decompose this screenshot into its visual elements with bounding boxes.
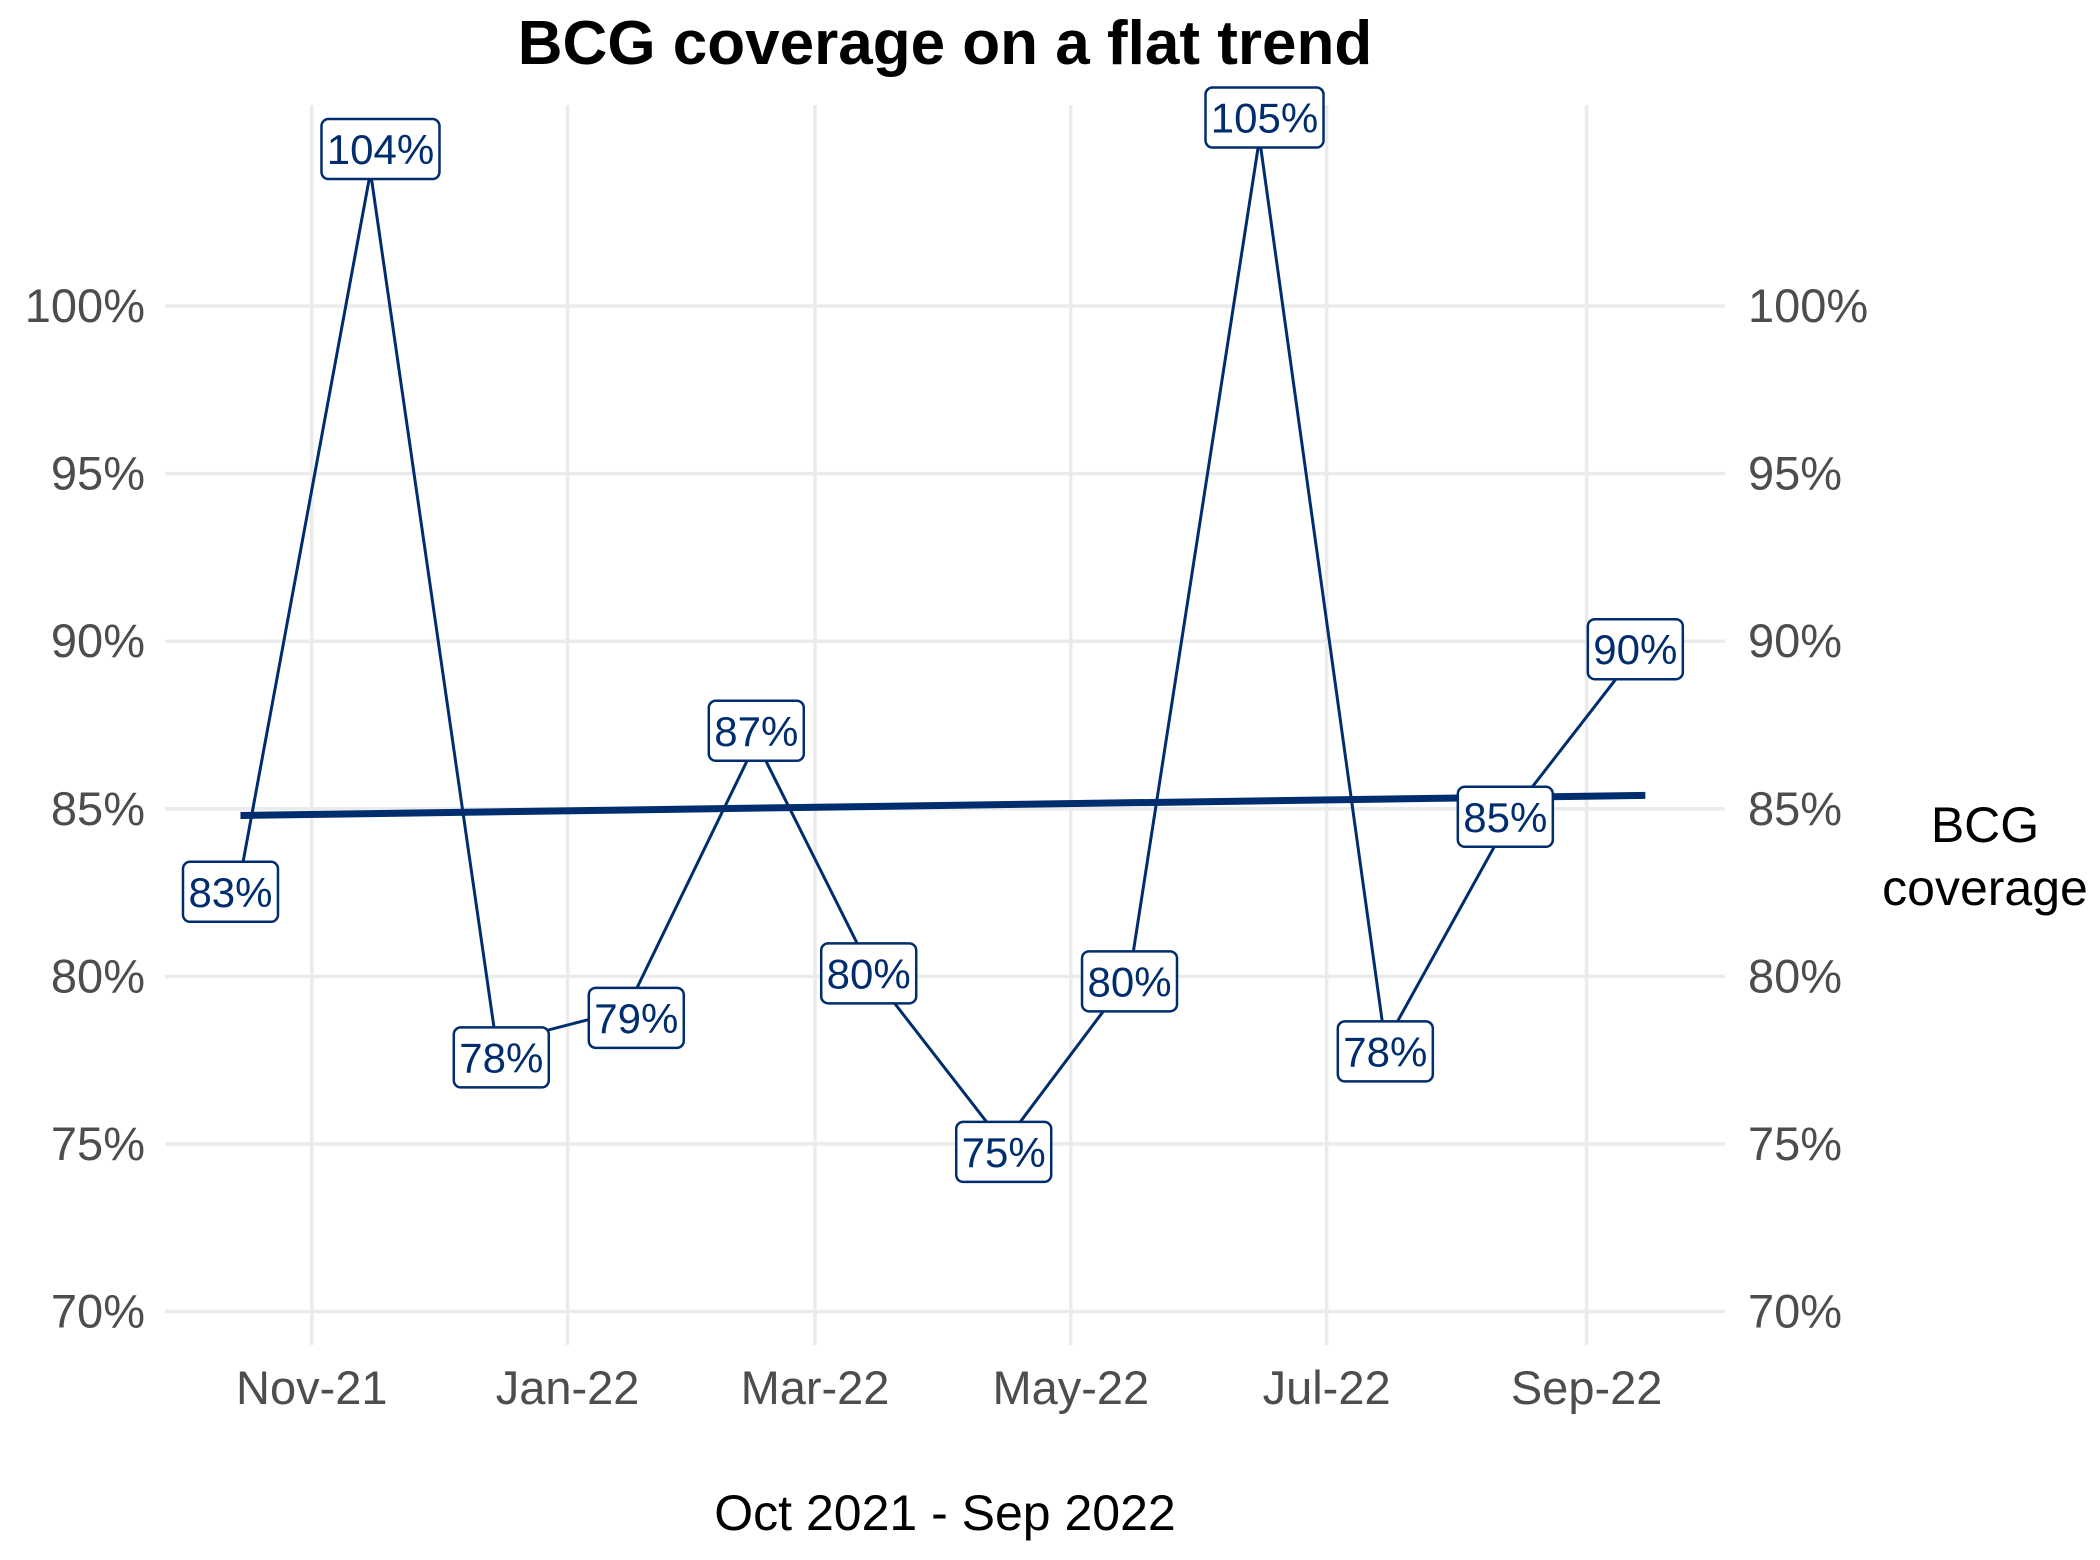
y-tick-label-left: 80% xyxy=(51,949,145,1002)
legend-label-line2: coverage xyxy=(1882,860,2088,916)
x-tick-label: Jan-22 xyxy=(496,1361,640,1414)
data-label-box xyxy=(587,986,686,1050)
y-tick-label-left: 100% xyxy=(25,279,145,332)
data-label-text: 78% xyxy=(459,1034,543,1081)
data-label: 105% xyxy=(1204,86,1325,149)
legend-label-line1: BCG xyxy=(1931,797,2039,853)
x-tick-label: Mar-22 xyxy=(741,1361,890,1414)
y-tick-label-left: 85% xyxy=(51,782,145,835)
data-label-text: 87% xyxy=(714,708,798,755)
series-layer xyxy=(239,138,1647,1147)
x-gridlines xyxy=(310,105,1589,1345)
data-label: 80% xyxy=(819,942,918,1005)
x-tick-label: May-22 xyxy=(992,1361,1149,1414)
y-tick-label-left: 75% xyxy=(51,1117,145,1170)
trend-line xyxy=(240,791,1646,819)
data-label-text: 90% xyxy=(1593,626,1677,673)
y-tick-label-left: 95% xyxy=(51,447,145,500)
legend: BCG coverage xyxy=(1882,797,2088,916)
x-axis-title: Oct 2021 - Sep 2022 xyxy=(714,1485,1175,1541)
x-tick-label: Sep-22 xyxy=(1511,1361,1663,1414)
y-tick-label-right: 75% xyxy=(1748,1117,1842,1170)
data-label-text: 85% xyxy=(1463,794,1547,841)
x-tick-label: Jul-22 xyxy=(1263,1361,1391,1414)
y-tick-label-left: 90% xyxy=(51,614,145,667)
data-label-box xyxy=(954,1120,1053,1184)
data-label-box xyxy=(819,942,918,1005)
data-label-text: 75% xyxy=(962,1129,1046,1176)
data-label: 78% xyxy=(1336,1020,1435,1083)
data-label: 90% xyxy=(1586,617,1685,681)
coverage-line xyxy=(239,138,1647,1147)
data-label-text: 80% xyxy=(827,950,911,997)
x-tick-label: Nov-21 xyxy=(236,1361,388,1414)
y-tick-label-right: 95% xyxy=(1748,447,1842,500)
data-label-box xyxy=(707,699,806,763)
data-label-text: 78% xyxy=(1343,1028,1427,1075)
data-label: 80% xyxy=(1080,950,1179,1013)
data-label-box xyxy=(1586,617,1685,681)
data-label-text: 104% xyxy=(327,126,434,173)
chart-title: BCG coverage on a flat trend xyxy=(518,9,1372,78)
y-tick-label-right: 70% xyxy=(1748,1284,1842,1337)
x-axis: Nov-21 Jan-22 Mar-22 May-22 Jul-22 Sep-22 xyxy=(236,1361,1662,1414)
data-label: 79% xyxy=(587,986,686,1050)
data-label: 85% xyxy=(1456,785,1555,849)
data-label-box xyxy=(181,860,280,924)
data-label-text: 79% xyxy=(594,995,678,1042)
y-tick-label-right: 90% xyxy=(1748,614,1842,667)
y-tick-label-right: 85% xyxy=(1748,782,1842,835)
data-label: 104% xyxy=(320,117,441,181)
y-tick-label-right: 80% xyxy=(1748,949,1842,1002)
y-tick-label-left: 70% xyxy=(51,1284,145,1337)
data-label-text: 83% xyxy=(188,869,272,916)
data-label-text: 105% xyxy=(1211,95,1318,142)
data-label-box xyxy=(1080,950,1179,1013)
data-label-box xyxy=(452,1026,551,1089)
data-label: 83% xyxy=(181,860,280,924)
y-axis-left: 70% 75% 80% 85% 90% 95% 100% xyxy=(25,279,145,1337)
data-labels: 83% 104% 78% 79% 87% 80% 75% 80% 105% 78% 85% 90% xyxy=(181,86,1685,1184)
data-label-box xyxy=(1456,785,1555,849)
data-label-text: 80% xyxy=(1087,958,1171,1005)
data-label-box xyxy=(1204,86,1325,149)
y-tick-label-right: 100% xyxy=(1748,279,1868,332)
data-label: 87% xyxy=(707,699,806,763)
data-label-box xyxy=(320,117,441,181)
data-label: 78% xyxy=(452,1026,551,1089)
data-label: 75% xyxy=(954,1120,1053,1184)
y-axis-right: 70% 75% 80% 85% 90% 95% 100% xyxy=(1748,279,1868,1337)
data-label-box xyxy=(1336,1020,1435,1083)
